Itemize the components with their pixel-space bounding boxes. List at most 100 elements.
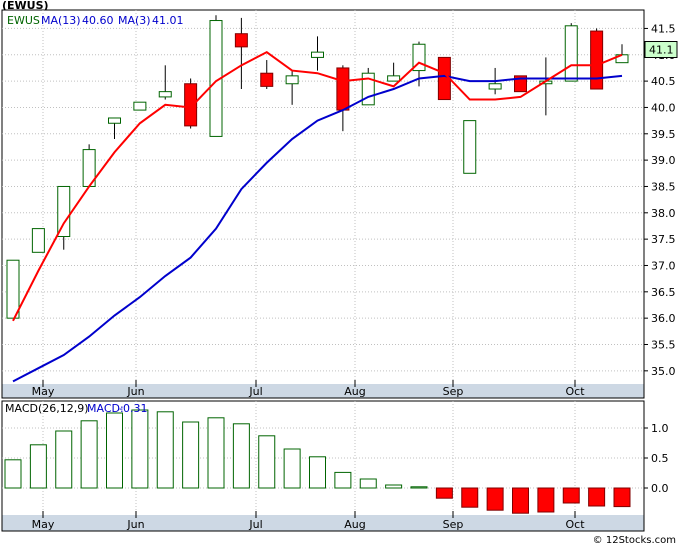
price-y-tick-label: 40.5	[651, 75, 676, 88]
candle	[108, 117, 121, 140]
price-legend: EWUS MA(13) 40.60 MA(3) 41.01	[7, 14, 184, 27]
macd-bar-positive	[258, 435, 276, 489]
price-panel-frame	[1, 9, 645, 399]
macd-bar-positive	[359, 478, 377, 489]
macd-x-tick-label: May	[32, 518, 55, 531]
macd-bar-positive	[182, 421, 200, 489]
candle	[6, 259, 20, 319]
macd-bar-positive	[80, 420, 98, 489]
legend-ma3-value: 41.01	[152, 14, 184, 27]
price-y-tick-label: 37.5	[651, 233, 676, 246]
last-price-label: 41.1	[649, 44, 674, 57]
price-y-tick-label: 40.0	[651, 101, 676, 114]
macd-bar-positive	[131, 409, 149, 489]
macd-x-tick-label: Jun	[126, 518, 144, 531]
candle-body-up	[311, 51, 324, 58]
candle-body-up	[6, 259, 20, 319]
candle	[311, 36, 324, 71]
candle-body-up	[108, 117, 121, 124]
price-y-tick-label: 38.5	[651, 180, 676, 193]
macd-x-tick-label: Jul	[248, 518, 262, 531]
last-price-badge	[644, 41, 678, 59]
candle-body-down	[514, 75, 527, 93]
price-x-tick-label: Oct	[565, 385, 585, 398]
candle	[260, 60, 274, 90]
candle	[234, 17, 248, 90]
price-x-tick-label: Aug	[344, 385, 365, 398]
candle	[57, 185, 71, 250]
price-y-tick-label: 39.5	[651, 128, 676, 141]
price-x-tick-label: Sep	[443, 385, 464, 398]
price-y-tick-label: 38.0	[651, 207, 676, 220]
candle	[463, 120, 477, 174]
chart-title: (EWUS)	[2, 0, 49, 12]
macd-bar-positive	[283, 448, 301, 489]
candle-body-up	[387, 75, 401, 82]
ma13-line	[12, 74, 623, 383]
price-y-tick-label: 36.0	[651, 312, 676, 325]
candle	[31, 228, 45, 253]
macd-y-tick-label: 0.5	[651, 452, 669, 465]
legend-ma3-label: MA(3)	[118, 14, 151, 27]
candle-body-up	[158, 91, 172, 98]
price-y-tick-label: 35.0	[651, 365, 676, 378]
candle	[387, 62, 401, 82]
price-y-tick-label: 36.5	[651, 286, 676, 299]
price-y-tick-label: 39.0	[651, 154, 676, 167]
candle-body-down	[234, 33, 248, 48]
candle-body-down	[184, 83, 198, 127]
macd-x-axis-band	[2, 515, 644, 531]
macd-bar-negative	[461, 487, 479, 508]
candle	[437, 56, 451, 101]
candle-body-up	[133, 101, 147, 111]
macd-legend-label: MACD:	[87, 402, 124, 415]
price-y-tick-label: 37.0	[651, 259, 676, 272]
candle-body-up	[31, 228, 45, 253]
price-panel: 35.0 35.5 36.0 36.5 37.0 37.5 38.0 38.5 39.0 39.5…	[1, 9, 678, 399]
macd-bar-positive	[334, 471, 352, 489]
macd-bar-negative	[435, 487, 453, 499]
legend-ma13-label: MA(13)	[41, 14, 81, 27]
macd-bar-negative	[588, 487, 606, 507]
macd-x-tick-label: Oct	[565, 518, 585, 531]
macd-bar-positive	[29, 444, 47, 489]
macd-y-tick-label: 0.0	[651, 482, 669, 495]
candle	[590, 28, 604, 90]
price-x-axis-band	[2, 384, 644, 398]
macd-bar-negative	[562, 487, 580, 504]
macd-bar-positive	[207, 417, 225, 489]
legend-ma13-value: 40.60	[82, 14, 114, 27]
macd-x-tick-label: Sep	[443, 518, 464, 531]
macd-bar-negative	[512, 487, 529, 514]
candle	[564, 23, 578, 82]
ma3-line	[12, 50, 623, 322]
macd-bar-positive	[55, 430, 73, 489]
macd-bar-positive	[232, 423, 250, 489]
macd-bar-positive	[385, 484, 403, 489]
candle	[209, 15, 223, 137]
watermark: © 12Stocks.com	[593, 535, 676, 546]
macd-y-tick-label: 1.0	[651, 422, 669, 435]
price-y-tick-label: 35.5	[651, 338, 676, 351]
candle-body-up	[564, 25, 578, 82]
macd-bar-negative	[537, 487, 555, 513]
macd-bar-negative	[613, 487, 631, 508]
price-y-tick-label: 41.5	[651, 22, 676, 35]
macd-bar-positive	[309, 456, 326, 489]
macd-bar-positive	[4, 459, 22, 489]
candle-body-up	[285, 75, 299, 85]
macd-bar-positive	[106, 412, 123, 489]
candle-body-up	[57, 185, 71, 238]
macd-x-tick-label: Aug	[344, 518, 365, 531]
candle	[514, 75, 527, 93]
macd-legend-params: MACD(26,12,9)	[5, 402, 89, 415]
candle-body-down	[260, 72, 274, 87]
candle-body-down	[336, 67, 350, 111]
price-x-tick-label: Jun	[126, 385, 144, 398]
macd-legend-value: -0.31	[119, 402, 147, 415]
candle	[133, 101, 147, 111]
price-x-tick-label: Jul	[248, 385, 262, 398]
macd-bar-negative	[486, 487, 504, 511]
